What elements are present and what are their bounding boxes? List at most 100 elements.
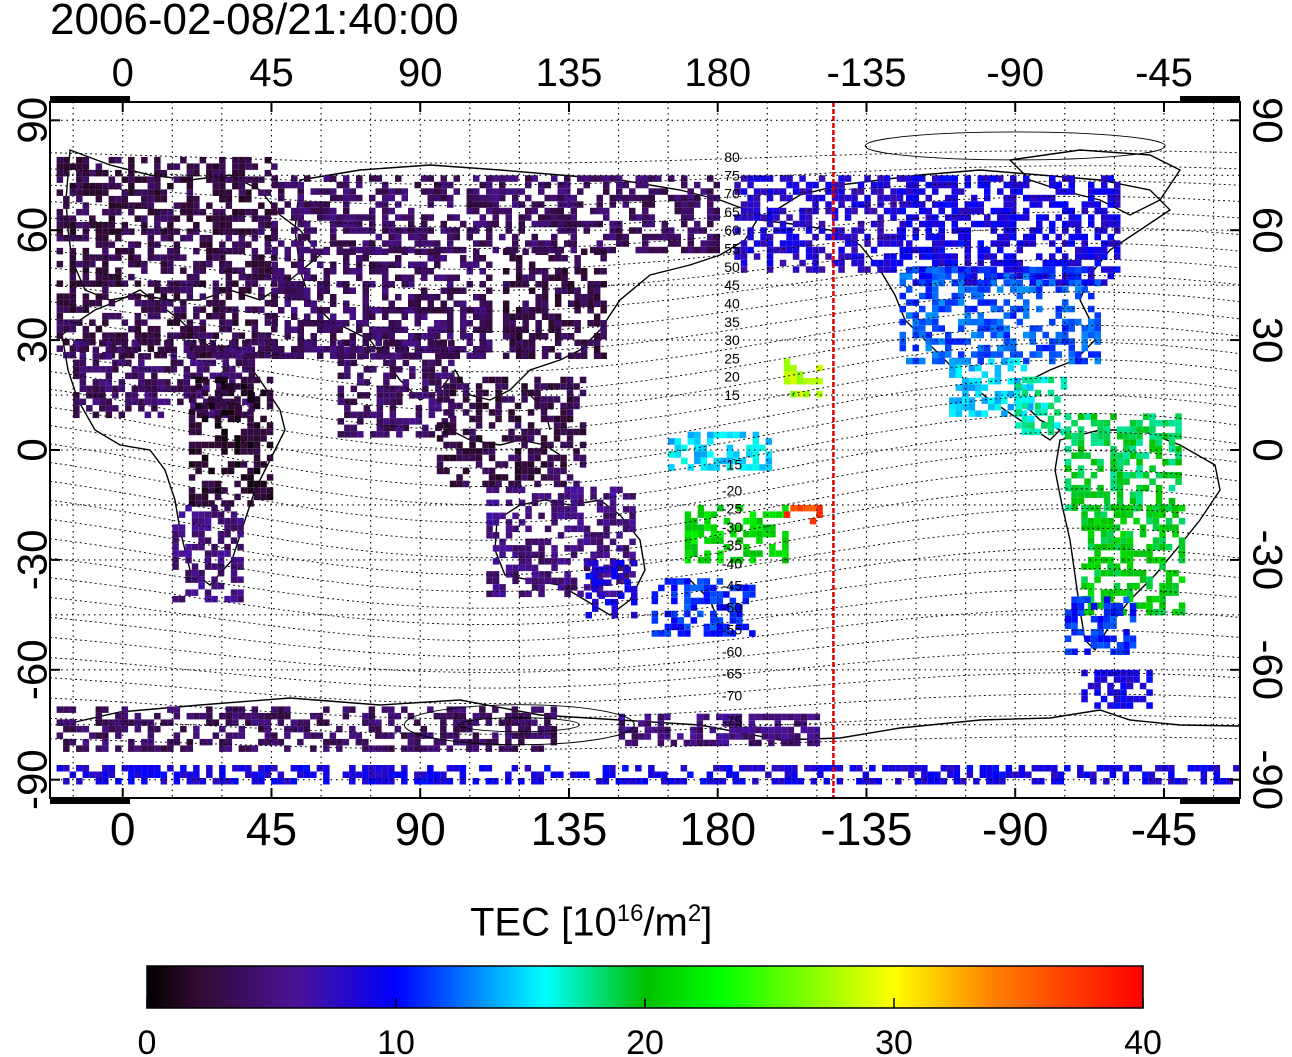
- tec-cell: [583, 175, 590, 182]
- tec-cell: [1094, 318, 1101, 326]
- tec-cell: [512, 525, 519, 533]
- tec-cell: [208, 500, 215, 507]
- tec-cell: [180, 176, 187, 183]
- tec-cell: [990, 220, 997, 228]
- tec-cell: [89, 221, 96, 229]
- tec-cell: [421, 287, 428, 294]
- tec-cell: [499, 194, 506, 202]
- tec-cell: [749, 556, 757, 564]
- tec-cell: [304, 346, 311, 353]
- tec-cell: [164, 379, 171, 386]
- tec-cell: [453, 706, 460, 713]
- tec-cell: [791, 765, 798, 772]
- tec-cell: [749, 584, 756, 592]
- tec-cell: [703, 739, 710, 747]
- tec-cell: [1042, 331, 1049, 339]
- tec-cell: [63, 195, 70, 203]
- tec-cell: [716, 604, 724, 611]
- tec-cell: [160, 267, 168, 274]
- tec-cell: [56, 234, 64, 242]
- tec-cell: [337, 392, 345, 399]
- tec-cell: [1129, 471, 1137, 479]
- tec-cell: [368, 771, 376, 778]
- tec-cell: [383, 346, 390, 354]
- tec-cell: [1054, 422, 1061, 429]
- tec-cell: [271, 227, 278, 234]
- tec-cell: [492, 246, 499, 254]
- tec-cell: [703, 713, 710, 721]
- tec-cell: [164, 398, 171, 406]
- tec-cell: [742, 733, 749, 740]
- tec-cell: [925, 194, 932, 202]
- tec-cell: [186, 351, 194, 359]
- tec-cell: [310, 346, 317, 353]
- tec-cell: [323, 268, 330, 275]
- tec-cell: [729, 726, 736, 734]
- tec-cell: [460, 255, 467, 262]
- tec-cell: [805, 253, 813, 260]
- tec-cell: [225, 745, 233, 752]
- tec-cell: [245, 260, 252, 268]
- tec-cell: [799, 207, 806, 215]
- tec-cell: [82, 247, 90, 255]
- contour-line: [50, 469, 1240, 541]
- tec-cell: [742, 584, 750, 592]
- tec-cell: [1149, 465, 1156, 472]
- tec-cell: [297, 255, 304, 262]
- tec-cell: [271, 738, 278, 746]
- tec-cell: [713, 778, 720, 785]
- tec-cell: [1133, 676, 1140, 683]
- tec-cell: [264, 719, 272, 726]
- tec-cell: [600, 333, 607, 340]
- tec-cell: [603, 571, 610, 578]
- tec-cell: [401, 313, 408, 320]
- tec-cell: [304, 313, 311, 320]
- tec-cell: [771, 778, 779, 785]
- tec-cell: [238, 163, 246, 170]
- tec-cell: [766, 253, 774, 260]
- tec-cell: [102, 332, 109, 339]
- tec-cell: [170, 346, 178, 354]
- tec-cell: [775, 511, 783, 518]
- tec-cell: [199, 208, 207, 216]
- tec-cell: [938, 273, 945, 280]
- tec-cell: [958, 351, 965, 358]
- tec-cell: [229, 346, 236, 354]
- tec-cell: [349, 706, 356, 713]
- tec-cell: [518, 558, 526, 565]
- tec-cell: [1110, 413, 1117, 420]
- tec-cell: [787, 713, 795, 721]
- tec-cell: [1055, 246, 1062, 254]
- tec-cell: [528, 346, 536, 353]
- tec-cell: [548, 346, 555, 353]
- tec-cell: [191, 543, 199, 551]
- tec-cell: [441, 346, 449, 354]
- tec-cell: [1090, 471, 1098, 479]
- tec-cell: [1126, 550, 1134, 557]
- tec-cell: [251, 745, 259, 752]
- tec-cell: [460, 333, 467, 340]
- tec-cell: [427, 201, 434, 208]
- tec-cell: [609, 512, 617, 520]
- tec-cell: [752, 778, 759, 785]
- tec-cell: [102, 738, 109, 746]
- tec-cell: [1120, 511, 1127, 518]
- tec-cell: [115, 280, 122, 287]
- tec-cell: [343, 207, 350, 215]
- tec-cell: [1062, 188, 1069, 195]
- tec-cell: [577, 188, 584, 195]
- tec-cell: [596, 207, 603, 215]
- tec-cell: [69, 738, 77, 746]
- tec-cell: [479, 326, 486, 333]
- tec-cell: [988, 403, 995, 411]
- tec-cell: [1038, 765, 1045, 772]
- tec-cell: [804, 765, 811, 772]
- tec-cell: [317, 281, 324, 288]
- tec-cell: [56, 228, 64, 235]
- tec-cell: [512, 564, 519, 572]
- tec-cell: [579, 428, 587, 436]
- tec-cell: [958, 273, 965, 280]
- tec-cell: [264, 338, 272, 346]
- tec-cell: [191, 563, 199, 570]
- tec-cell: [356, 268, 363, 275]
